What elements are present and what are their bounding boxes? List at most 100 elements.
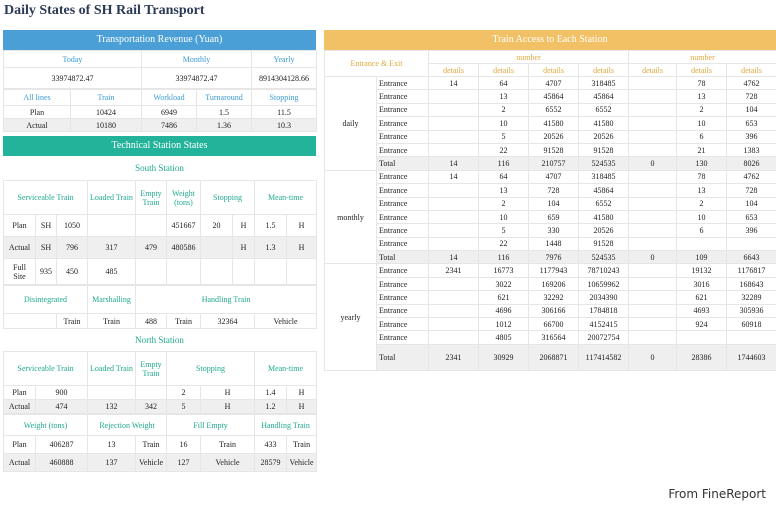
cell: Full Site (3, 258, 36, 285)
cell: 474 (35, 399, 88, 414)
table-row: Entrance 22 91528 91528 21 1383 (325, 142, 776, 158)
cell: 318485 (578, 169, 630, 185)
cell (628, 169, 678, 185)
left-panel: Transportation Revenue (Yuan) Today Mont… (2, 30, 318, 472)
cell (428, 236, 480, 252)
cell: Plan (3, 105, 71, 119)
table-row: Train Train 488 Train 32364 Vehicle (3, 313, 318, 329)
hdr-stopping: Stopping (251, 89, 317, 106)
cell: 91528 (528, 142, 580, 158)
cell: Actual (3, 399, 36, 414)
col-today: Today (3, 50, 142, 68)
cell: 4762 (726, 169, 776, 185)
cell: 78 (676, 75, 728, 91)
cell: Plan (3, 214, 36, 237)
cell: H (285, 214, 318, 237)
cell: 13 (87, 435, 137, 454)
hdr-stopping: Stopping (200, 180, 255, 215)
cell: 1050 (56, 214, 88, 237)
cell: 20526 (528, 129, 580, 144)
cell: Entrance (375, 236, 430, 252)
cell: 2341 (428, 263, 480, 278)
cell: 10 (478, 209, 530, 225)
cell: 30929 (478, 343, 530, 371)
cell: 210757 (528, 156, 580, 171)
cell: 0 (628, 250, 678, 265)
group-label: daily (324, 76, 377, 171)
hdr-all-lines: All lines (3, 89, 71, 106)
cell (428, 290, 480, 305)
cell (726, 330, 776, 345)
revenue-table: Today Monthly Yearly 33974872.47 3397487… (3, 50, 317, 89)
cell (628, 196, 678, 211)
cell: Total (375, 343, 430, 371)
cell (628, 75, 678, 91)
cell: 318485 (578, 75, 630, 91)
cell: 524535 (578, 156, 630, 171)
cell: 91528 (578, 142, 630, 158)
hdr-details: details (428, 63, 480, 77)
cell: 6 (676, 223, 728, 238)
cell: 13 (676, 89, 728, 104)
cell: 45864 (578, 89, 630, 104)
cell: 10 (676, 209, 728, 225)
cell: Entrance (375, 223, 430, 238)
cell (628, 116, 678, 131)
cell: 796 (56, 236, 88, 259)
cell (428, 303, 480, 319)
cell: 3022 (478, 276, 530, 292)
cell: 433 (254, 435, 288, 454)
cell: 116 (478, 250, 530, 265)
cell: 728 (726, 183, 776, 198)
cell: 8026 (726, 156, 776, 171)
cell: 4707 (528, 169, 580, 185)
cell: H (200, 399, 255, 414)
hdr-mean-time: Mean-time (253, 180, 318, 215)
cell: 479 (135, 236, 167, 259)
cell (135, 214, 167, 237)
cell: 621 (676, 290, 728, 305)
cell: 1177943 (528, 263, 580, 278)
cell: 78 (676, 169, 728, 185)
cell: Entrance (375, 89, 430, 104)
hdr-empty: Empty Train (135, 180, 167, 215)
table-row: Actual 10180 7486 1.36 10.3 (3, 118, 317, 132)
cell: Train (135, 435, 168, 454)
cell: 13 (478, 183, 530, 198)
hdr-details: details (628, 63, 678, 77)
cell: 19132 (676, 263, 728, 278)
cell: 1.2 (254, 399, 287, 414)
total-row: Total 14 116 7976 524535 0 109 6643 (325, 250, 776, 265)
cell (428, 129, 480, 144)
table-row: Entrance 13 45864 45864 13 728 (325, 89, 776, 104)
cell: 2 (478, 102, 530, 118)
cell: 117414582 (578, 343, 630, 371)
north-title: North Station (135, 335, 184, 345)
cell: Plan (3, 435, 36, 454)
cell: H (285, 236, 318, 259)
hdr-turnaround: Turnaround (196, 89, 252, 106)
cell (428, 102, 480, 118)
cell: 137 (87, 453, 137, 472)
page-title: Daily States of SH Rail Transport (4, 3, 205, 18)
table-row: Entrance 22 1448 91528 (325, 236, 776, 252)
table-row: Entrance 2 6552 6552 2 104 (325, 102, 776, 118)
cell (428, 142, 480, 158)
access-header: Train Access to Each Station (324, 30, 776, 50)
cell: Actual (3, 236, 36, 259)
cell: Entrance (375, 102, 430, 118)
cell: 2 (166, 385, 201, 400)
south-title: South Station (135, 163, 184, 173)
table-row: Entrance 5 20526 20526 6 396 (325, 129, 776, 144)
table-row: Entrance 10 41580 41580 10 653 (325, 116, 776, 131)
cell: Train (166, 313, 202, 329)
cell: 485 (87, 258, 136, 285)
hdr-details: details (578, 63, 630, 77)
cell: Vehicle (254, 313, 318, 329)
cell: 653 (726, 116, 776, 131)
cell (285, 258, 318, 285)
cell (166, 258, 201, 285)
hdr-rejection-weight: Rejection Weight (87, 414, 168, 436)
cell (87, 214, 136, 237)
cell: 480586 (166, 236, 201, 259)
